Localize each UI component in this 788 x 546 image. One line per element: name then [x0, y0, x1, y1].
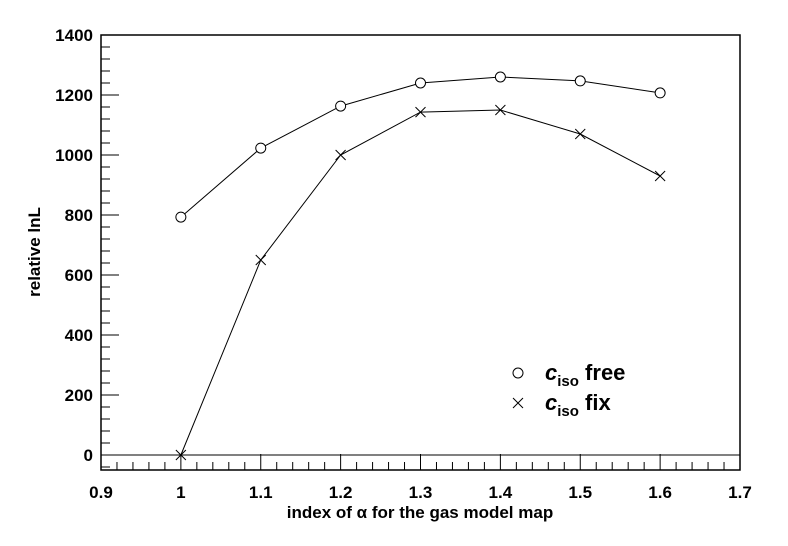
- y-tick-label: 800: [65, 206, 93, 225]
- x-tick-label: 1.1: [249, 483, 273, 502]
- data-point-free: [335, 100, 347, 112]
- x-tick-label: 1.4: [489, 483, 513, 502]
- x-tick-label: 1.5: [568, 483, 592, 502]
- y-axis-title: relative lnL: [25, 207, 44, 297]
- x-tick-label: 1.7: [728, 483, 752, 502]
- data-point-fix: [415, 106, 426, 118]
- data-point-free: [494, 71, 506, 83]
- data-point-fix: [654, 170, 666, 182]
- legend: ciso free ciso fix: [512, 360, 625, 420]
- data-point-free: [415, 77, 426, 89]
- series-line-free: [180, 76, 661, 218]
- x-axis-title: index of α for the gas model map: [287, 503, 553, 522]
- axes: 0.9 1 1.1 1.2 1.3 1.4 1.5 1.6 1.7 0 200 400 600 800 10…: [55, 26, 752, 502]
- legend-label-fix: ciso fix: [545, 390, 611, 420]
- legend-marker-x: [512, 397, 524, 409]
- x-tick-label: 0.9: [89, 483, 113, 502]
- series-layer: [175, 71, 666, 461]
- data-point-fix: [335, 149, 346, 161]
- plot-frame: [100, 34, 741, 471]
- y-tick-label: 600: [65, 266, 93, 285]
- y-tick-label: 0: [84, 446, 93, 465]
- data-point-free: [574, 75, 586, 87]
- data-point-fix: [255, 254, 267, 266]
- x-tick-label: 1.2: [329, 483, 353, 502]
- y-tick-label: 1200: [55, 86, 93, 105]
- data-point-fix: [495, 104, 506, 116]
- legend-label-free: ciso free: [545, 360, 625, 390]
- y-tick-label: 200: [65, 386, 93, 405]
- y-tick-label: 1400: [55, 26, 93, 45]
- data-point-free: [255, 142, 267, 154]
- x-tick-label: 1: [176, 483, 185, 502]
- data-point-fix: [175, 449, 187, 461]
- data-point-free: [175, 211, 187, 223]
- y-tick-label: 400: [65, 326, 93, 345]
- legend-marker-circle: [512, 367, 524, 379]
- x-tick-label: 1.6: [648, 483, 672, 502]
- y-tick-label: 1000: [55, 146, 93, 165]
- data-point-free: [654, 87, 666, 99]
- x-tick-label: 1.3: [409, 483, 433, 502]
- data-point-fix: [574, 128, 586, 140]
